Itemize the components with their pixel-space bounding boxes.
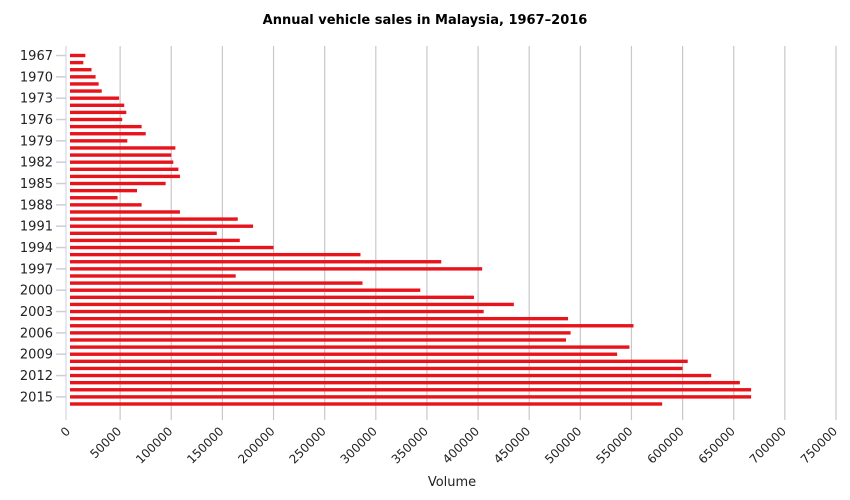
bar-2006 [70, 331, 571, 335]
x-tick-label: 650000 [696, 424, 738, 466]
bar-1986 [70, 188, 138, 193]
bar-2016 [70, 402, 663, 406]
bar-1979 [70, 139, 128, 143]
bar-1968 [70, 60, 84, 65]
bar-1993 [70, 238, 240, 243]
bar-1967 [70, 53, 86, 58]
bar-1981 [70, 153, 172, 157]
x-tick-label: 600000 [644, 424, 686, 466]
bar-2009 [70, 352, 618, 356]
y-tick-label: 2000 [20, 284, 53, 299]
bar-1975 [70, 110, 127, 115]
bar-1976 [70, 117, 123, 122]
x-tick-label: 250000 [286, 424, 328, 466]
y-tick-label: 1970 [20, 70, 53, 85]
x-tick-label: 400000 [440, 424, 482, 466]
bar-1988 [70, 203, 142, 207]
y-tick-label: 1979 [20, 134, 53, 149]
bar-2013 [70, 380, 740, 385]
bar-1982 [70, 160, 174, 164]
bar-1987 [70, 196, 118, 200]
y-tick-label: 1985 [20, 177, 53, 192]
x-tick-label: 450000 [491, 424, 533, 466]
y-tick-label: 1994 [20, 241, 53, 256]
bar-1983 [70, 167, 179, 171]
gridlines [119, 46, 837, 420]
bar-2012 [70, 373, 712, 378]
x-tick-label: 350000 [389, 424, 431, 466]
x-tick-label: 200000 [235, 424, 277, 466]
y-tick-label: 2012 [20, 369, 53, 384]
x-tick-label: 150000 [184, 424, 226, 466]
bar-2008 [70, 345, 630, 349]
x-axis: 0 50000 100000 150000 200000 250000 300000 3500… [58, 424, 840, 466]
y-tick-label: 1976 [20, 113, 53, 128]
bar-1985 [70, 181, 166, 186]
bar-1997 [70, 267, 483, 271]
y-tick-label: 2006 [20, 326, 53, 341]
bar-2007 [70, 338, 567, 342]
bar-2005 [70, 324, 634, 328]
chart-title: Annual vehicle sales in Malaysia, 1967–2… [263, 13, 588, 28]
bar-1999 [70, 281, 363, 285]
x-axis-label: Volume [428, 475, 476, 490]
bars [70, 53, 752, 406]
bar-1970 [70, 75, 96, 79]
bar-1980 [70, 146, 176, 150]
bar-2010 [70, 359, 688, 364]
bar-2003 [70, 309, 484, 314]
bar-1991 [70, 224, 254, 228]
x-tick-label: 500000 [542, 424, 584, 466]
x-tick-label: 550000 [593, 424, 635, 466]
bar-1978 [70, 132, 146, 136]
bar-1998 [70, 274, 236, 278]
bar-1995 [70, 252, 361, 257]
y-tick-label: 1973 [20, 92, 53, 107]
bar-1971 [70, 82, 99, 86]
y-tick-label: 1982 [20, 156, 53, 171]
bar-1973 [70, 96, 120, 100]
x-tick-label: 0 [58, 424, 73, 439]
bar-1994 [70, 245, 274, 250]
bar-1974 [70, 103, 125, 107]
x-tick-label: 50000 [87, 424, 124, 461]
bar-1972 [70, 89, 102, 93]
bar-1989 [70, 210, 180, 214]
bar-2015 [70, 395, 752, 399]
bar-2002 [70, 302, 514, 307]
y-axis: 1967 1970 1973 1976 1979 1982 1985 1988 1991 1994… [20, 46, 67, 420]
bar-1990 [70, 217, 238, 221]
x-tick-label: 700000 [747, 424, 789, 466]
bar-1996 [70, 260, 442, 264]
bar-2000 [70, 288, 421, 292]
bar-1992 [70, 231, 217, 236]
x-tick-label: 300000 [338, 424, 380, 466]
bar-2014 [70, 388, 752, 392]
y-tick-label: 1997 [20, 262, 53, 277]
y-tick-label: 2003 [20, 305, 53, 320]
bar-2001 [70, 295, 474, 300]
x-tick-label: 750000 [798, 424, 840, 466]
bar-1984 [70, 174, 180, 179]
y-tick-label: 1988 [20, 198, 53, 213]
x-tick-label: 100000 [133, 424, 175, 466]
y-tick-label: 1967 [20, 49, 53, 64]
y-tick-label: 2015 [20, 390, 53, 405]
y-tick-label: 2009 [20, 348, 53, 363]
bar-1969 [70, 68, 92, 72]
y-tick-label: 1991 [20, 220, 53, 235]
bar-1977 [70, 124, 142, 129]
bar-2004 [70, 316, 569, 321]
bar-2011 [70, 366, 683, 371]
